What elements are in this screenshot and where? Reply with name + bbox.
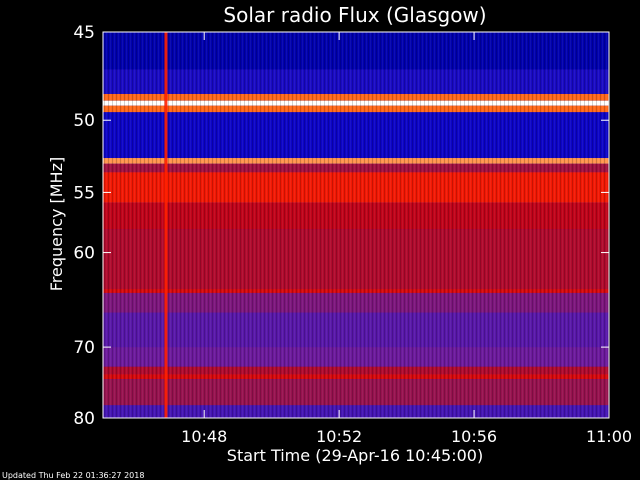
y-tick-label-3: 60 xyxy=(73,244,95,264)
x-tick-label-2: 10:56 xyxy=(451,427,497,446)
y-tick-4: 70 xyxy=(73,338,609,358)
x-tick-label-1: 10:52 xyxy=(316,427,362,446)
plot-frame xyxy=(102,31,610,419)
y-tick-label-0: 45 xyxy=(73,23,95,43)
y-tick-2: 55 xyxy=(73,183,609,203)
y-tick-3: 60 xyxy=(73,244,609,264)
x-tick-2: 10:56 xyxy=(451,32,497,446)
x-axis: 10:48 10:52 10:56 11:00 xyxy=(181,32,632,446)
y-axis: 45 50 55 60 70 80 xyxy=(73,23,609,429)
y-axis-label: Frequency [MHz] xyxy=(47,157,66,291)
x-tick-label-0: 10:48 xyxy=(181,427,227,446)
y-tick-label-5: 80 xyxy=(73,409,95,429)
x-axis-label: Start Time (29-Apr-16 10:45:00) xyxy=(227,446,483,465)
updated-timestamp: Updated Thu Feb 22 01:36:27 2018 xyxy=(2,471,144,480)
y-tick-label-2: 55 xyxy=(73,183,95,203)
plot-area xyxy=(103,32,609,418)
y-tick-label-4: 70 xyxy=(73,338,95,358)
x-tick-0: 10:48 xyxy=(181,32,227,446)
y-tick-label-1: 50 xyxy=(73,111,95,131)
spectrogram-texture xyxy=(103,32,609,418)
x-tick-label-3: 11:00 xyxy=(586,427,632,446)
x-tick-1: 10:52 xyxy=(316,32,362,446)
burst-event-0 xyxy=(164,32,168,418)
chart-title: Solar radio Flux (Glasgow) xyxy=(223,3,486,27)
y-tick-1: 50 xyxy=(73,111,609,131)
